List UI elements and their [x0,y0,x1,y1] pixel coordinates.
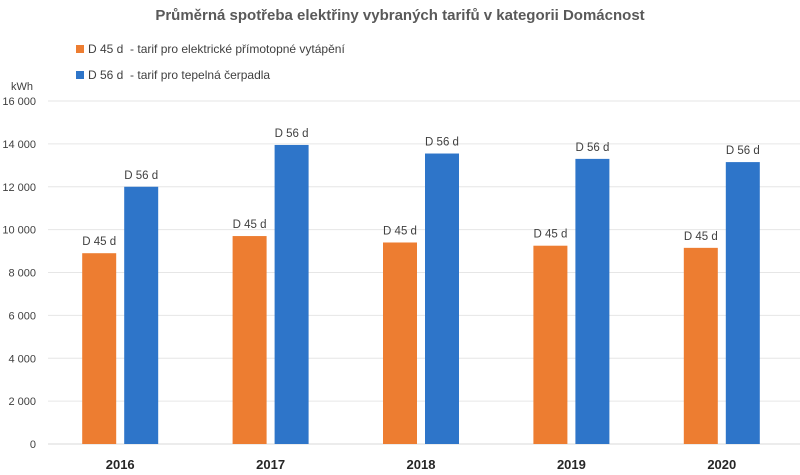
y-tick-label: 16 000 [2,96,36,108]
y-axis-unit: kWh [11,81,33,93]
y-tick-label: 0 [30,439,36,451]
data-label: D 45 d [533,229,567,241]
bar-d45-2020 [683,247,718,444]
bar-d56-2018 [425,153,459,444]
y-tick-label: 8 000 [8,268,36,280]
x-tick-label: 2018 [407,457,436,472]
bar-d45-2018 [383,242,417,444]
chart-title: Průměrná spotřeba elektřiny vybraných ta… [155,7,645,24]
y-tick-label: 4 000 [8,353,36,365]
x-tick-label: 2017 [256,457,285,472]
bar-d56-2019 [575,158,610,444]
y-tick-label: 2 000 [8,396,36,408]
legend-label-d56: D 56 d - tarif pro tepelná čerpadla [88,68,271,82]
legend-swatch-orange [76,45,84,53]
legend-label-d45: D 45 d - tarif pro elektrické přímotopné… [88,42,345,56]
bar-d56-2020 [725,162,760,445]
data-label: D 45 d [383,225,417,237]
legend-swatch-blue [76,71,84,79]
bar-d45-2019 [533,245,568,444]
data-label: D 45 d [233,219,267,231]
x-tick-label: 2020 [707,457,736,472]
y-tick-label: 10 000 [2,225,36,237]
data-label: D 56 d [726,145,760,157]
y-tick-label: 6 000 [8,310,36,322]
data-label: D 45 d [82,236,116,248]
data-label: D 56 d [275,128,309,140]
bar-d45-2016 [82,253,117,444]
x-tick-label: 2016 [106,457,135,472]
x-tick-label: 2019 [557,457,586,472]
legend-item-d56: D 56 d - tarif pro tepelná čerpadla [76,68,270,82]
y-tick-label: 14 000 [2,139,36,151]
data-label: D 56 d [425,137,459,149]
data-label: D 56 d [575,142,609,154]
bar-d56-2016 [124,186,159,444]
y-tick-label: 12 000 [2,182,36,194]
bar-d56-2017 [274,144,309,444]
bar-d45-2017 [232,236,267,444]
data-label: D 56 d [124,170,158,182]
data-label: D 45 d [684,231,718,243]
legend-item-d45: D 45 d - tarif pro elektrické přímotopné… [76,42,345,56]
